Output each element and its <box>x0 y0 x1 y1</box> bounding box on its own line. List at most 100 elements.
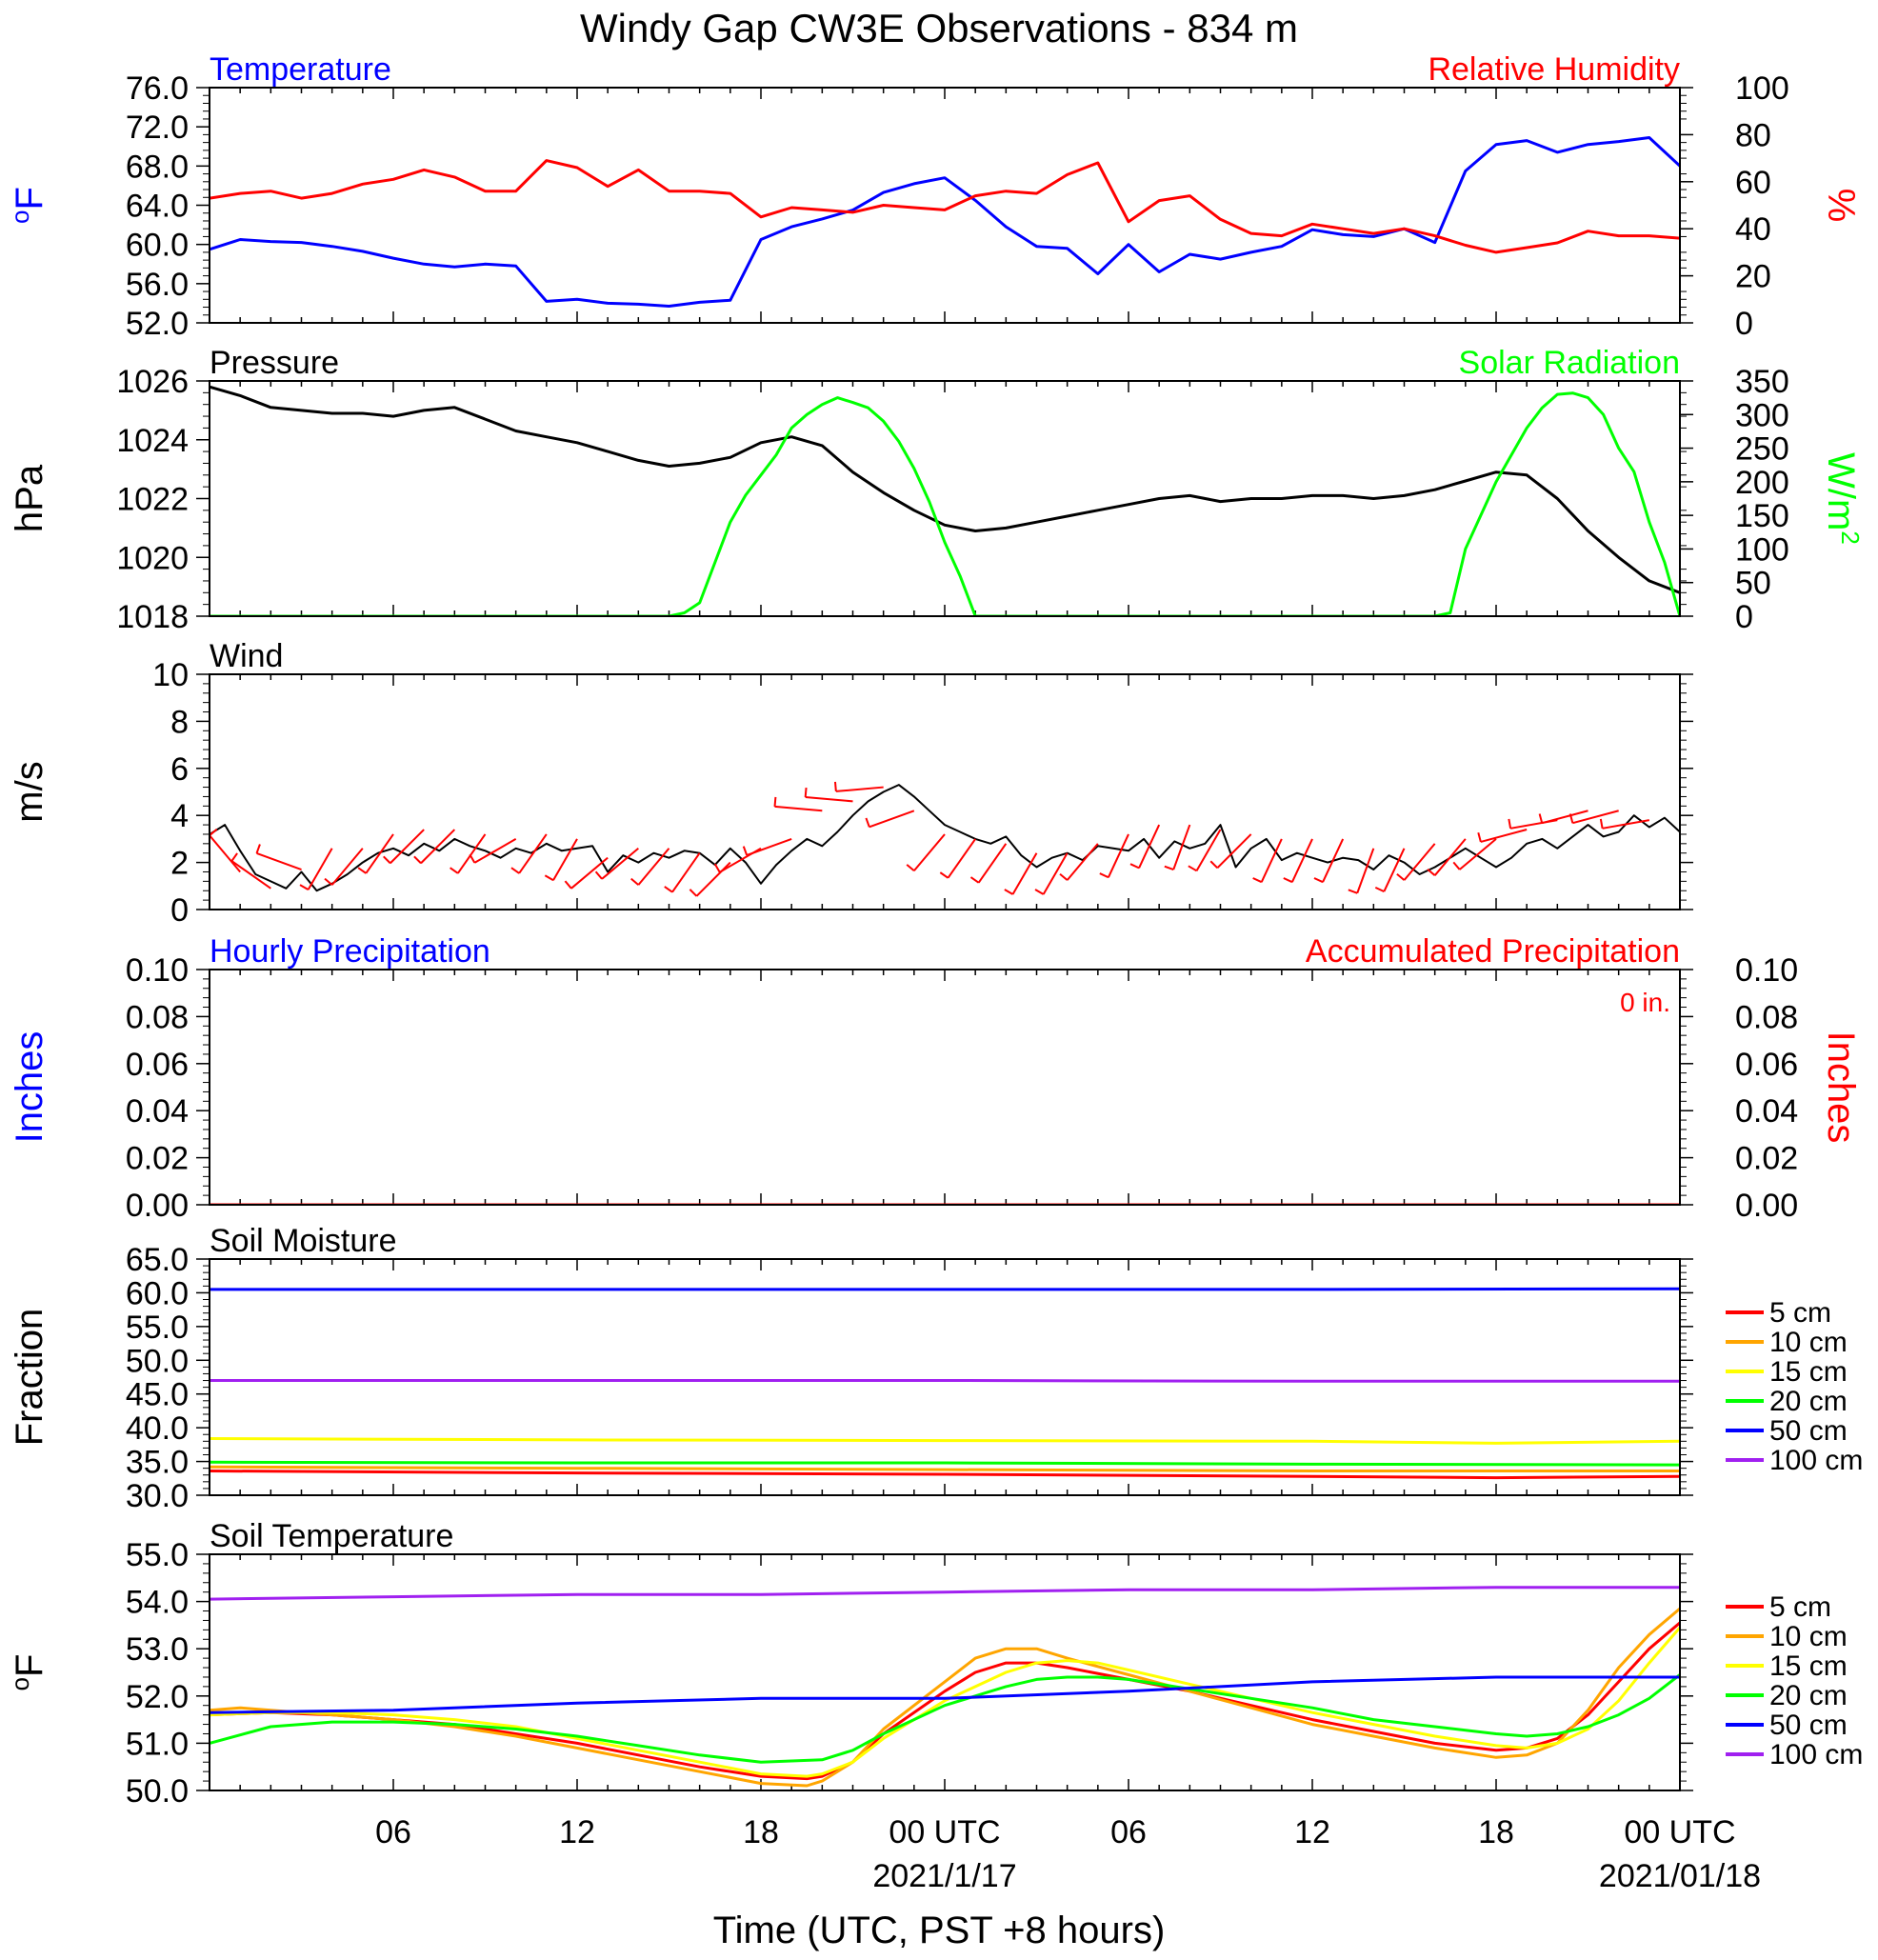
legend-label: 15 cm <box>1769 1650 1848 1682</box>
y-tick-label-right: 0.04 <box>1735 1093 1798 1130</box>
wind-barb-staff <box>695 861 731 897</box>
wind-barb-staff <box>457 833 487 874</box>
panel-title-left: Soil Moisture <box>210 1223 397 1259</box>
y-tick-label-right: 0.06 <box>1735 1047 1798 1083</box>
wind-barb-flag <box>1374 886 1385 893</box>
x-tick-label: 18 <box>1478 1814 1514 1850</box>
wind-barb-flag <box>773 796 777 807</box>
wind-barb-staff <box>1356 848 1375 894</box>
y-tick-label-left: 65.0 <box>126 1242 189 1278</box>
wind-barb <box>324 848 364 886</box>
y-tick-label-right: 50 <box>1735 566 1771 602</box>
y-tick-label-left: 55.0 <box>126 1537 189 1573</box>
series-wind-line <box>210 784 1680 892</box>
wind-barb <box>1477 829 1528 843</box>
y-axis-label-right-text: % <box>1820 189 1862 223</box>
y-axis-label-left: Inches <box>9 1031 50 1144</box>
wind-barb-staff <box>637 848 670 886</box>
x-tick-label: 06 <box>1110 1814 1147 1850</box>
wind-barb-staff <box>1107 833 1129 878</box>
y-axis-label-left-text: oF <box>6 1654 50 1691</box>
wind-barb-staff <box>977 843 1008 884</box>
y-tick-label-left: 55.0 <box>126 1310 189 1346</box>
y-tick-label-left: 45.0 <box>126 1377 189 1413</box>
series-d20-line <box>210 1460 1680 1467</box>
wind-barb <box>689 861 731 897</box>
wind-barb-staff <box>1172 824 1191 870</box>
wind-barb-flag <box>299 884 310 890</box>
wind-barb <box>255 844 302 870</box>
wind-barb-staff <box>1480 829 1528 843</box>
y-tick-label-right: 80 <box>1735 117 1771 153</box>
wind-barb-staff <box>913 833 946 871</box>
y-tick-label-left: 53.0 <box>126 1631 189 1668</box>
y-tick-label-left: 4 <box>170 798 189 834</box>
legend-label: 50 cm <box>1769 1415 1848 1447</box>
wind-barb <box>544 838 578 882</box>
wind-barb <box>1348 848 1375 894</box>
series-d15-line <box>210 1437 1680 1445</box>
y-axis-label-left: oF <box>6 1654 50 1691</box>
y-tick-label-left: 50.0 <box>126 1773 189 1810</box>
legend-label: 100 cm <box>1769 1445 1863 1476</box>
wind-barb <box>230 852 271 890</box>
wind-barb-staff <box>1042 852 1069 895</box>
y-axis-label-right: % <box>1820 189 1862 223</box>
series-d10-line <box>210 1607 1680 1788</box>
wind-barb-staff <box>1459 838 1497 870</box>
legend-label: 20 cm <box>1769 1680 1848 1711</box>
panel-precip: 0.00 0.02 0.04 0.06 0.08 0.10 0.00 0.02 0.04 0.06… <box>9 933 1862 1224</box>
y-tick-label-left: 1018 <box>116 599 189 635</box>
series-solar-line <box>210 391 1680 616</box>
wind-barb-staff <box>209 834 241 873</box>
legend-label: 15 cm <box>1769 1356 1848 1388</box>
x-tick-label: 12 <box>559 1814 595 1850</box>
y-tick-label-right: 20 <box>1735 259 1771 295</box>
series-d15-line <box>210 1626 1680 1778</box>
wind-barb <box>413 829 456 865</box>
wind-barb <box>1129 824 1161 870</box>
y-tick-label-left: 0.00 <box>126 1188 189 1224</box>
panel-title-right: Solar Radiation <box>1459 345 1680 381</box>
wind-barb-flag <box>742 846 749 856</box>
wind-barb-flag <box>689 889 698 897</box>
wind-barb <box>594 848 639 880</box>
wind-barb-flag <box>1538 813 1544 824</box>
wind-barb-staff <box>420 829 456 865</box>
wind-barb-staff <box>805 796 853 803</box>
x-tick-label: 06 <box>375 1814 411 1850</box>
wind-barb <box>1374 848 1406 893</box>
wind-barb-flag <box>804 787 808 798</box>
y-axis-label-left-text: oF <box>6 187 50 224</box>
y-tick-label-right: 150 <box>1735 498 1789 534</box>
y-tick-label-left: 1024 <box>116 423 189 459</box>
wind-barb-flag <box>1396 872 1406 881</box>
y-tick-label-left: 0.02 <box>126 1141 189 1177</box>
wind-barb-staff <box>869 810 915 829</box>
wind-barb-staff <box>1011 852 1038 895</box>
wind-barb <box>1396 843 1436 881</box>
y-tick-label-right: 100 <box>1735 531 1789 568</box>
wind-barb <box>1059 843 1099 881</box>
wind-barb-flag <box>413 855 422 865</box>
wind-barb <box>939 838 976 879</box>
y-tick-label-right: 0.00 <box>1735 1188 1798 1224</box>
y-tick-label-right: 250 <box>1735 431 1789 468</box>
wind-barb <box>1099 833 1129 879</box>
wind-barb-staff <box>230 860 271 890</box>
panel-title-left: Temperature <box>210 51 391 88</box>
wind-barb <box>1209 833 1252 870</box>
y-tick-label-left: 64.0 <box>126 189 189 225</box>
panel-soil_moisture: 30.035.040.045.050.055.060.065.0 Soil Moi… <box>9 1223 1863 1514</box>
y-axis-label-left-text: hPa <box>9 464 50 532</box>
legend-label: 5 cm <box>1769 1297 1831 1329</box>
y-tick-label-left: 51.0 <box>126 1726 189 1762</box>
wind-barb-staff <box>552 838 578 881</box>
wind-barb-flag <box>1188 865 1197 872</box>
wind-barb <box>969 843 1008 884</box>
wind-barb-flag <box>1283 877 1293 884</box>
series-d100-line <box>210 1586 1680 1601</box>
wind-barb-staff <box>365 833 394 874</box>
wind-barb-staff <box>671 852 701 893</box>
